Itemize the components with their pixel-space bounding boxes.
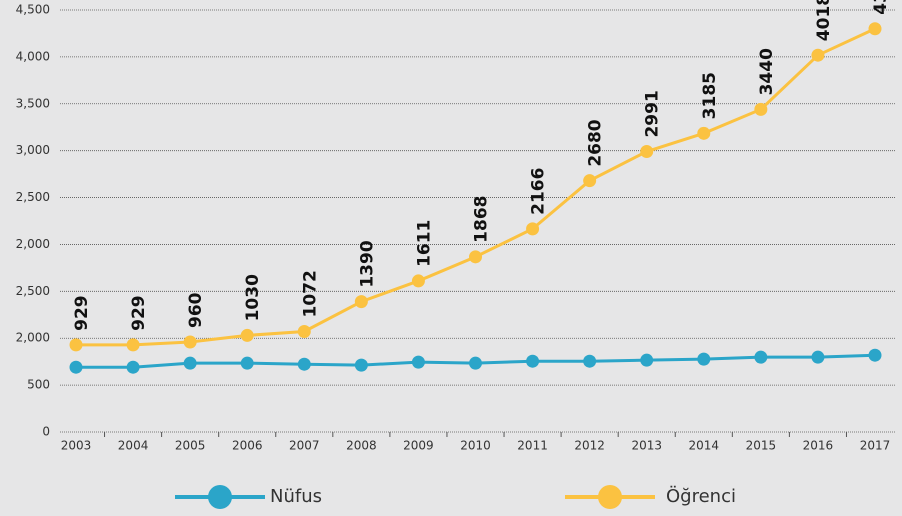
data-label: 1868 xyxy=(472,195,492,242)
data-label: 1030 xyxy=(243,274,263,321)
point xyxy=(811,350,825,364)
x-tick-label: 2010 xyxy=(460,439,491,453)
legend-marker xyxy=(208,485,232,509)
point xyxy=(411,274,425,288)
point xyxy=(183,356,197,370)
data-label: 960 xyxy=(186,292,206,328)
data-label: 2680 xyxy=(586,119,606,166)
data-label: 4018 xyxy=(814,0,834,41)
data-label: 929 xyxy=(129,295,149,331)
legend-label: Öğrenci xyxy=(666,485,736,507)
y-tick-label: 500 xyxy=(27,378,50,392)
y-tick-label: 2,500 xyxy=(16,190,50,204)
data-label: 2166 xyxy=(529,168,549,215)
x-tick-label: 2006 xyxy=(232,439,263,453)
point xyxy=(811,48,825,62)
point xyxy=(754,102,768,116)
data-label: 2991 xyxy=(643,90,663,137)
x-tick-label: 2015 xyxy=(746,439,777,453)
data-label: 1072 xyxy=(300,270,320,317)
y-tick-label: 3,000 xyxy=(16,143,50,157)
x-tick-label: 2003 xyxy=(61,439,92,453)
y-tick-label: 0 xyxy=(42,425,50,439)
point xyxy=(411,355,425,369)
data-label: 929 xyxy=(72,295,92,331)
point xyxy=(697,352,711,366)
data-label: 3440 xyxy=(757,48,777,95)
y-tick-label: 3,500 xyxy=(16,96,50,110)
x-tick-label: 2007 xyxy=(289,439,320,453)
legend-marker xyxy=(598,485,622,509)
point xyxy=(354,358,368,372)
point xyxy=(297,324,311,338)
point xyxy=(69,338,83,352)
x-tick-label: 2005 xyxy=(175,439,206,453)
point xyxy=(583,174,597,188)
y-tick-label: 2,500 xyxy=(16,284,50,298)
point xyxy=(240,328,254,342)
point xyxy=(126,360,140,374)
x-tick-label: 2012 xyxy=(574,439,605,453)
y-tick-label: 4,500 xyxy=(16,3,50,17)
point xyxy=(640,145,654,159)
point xyxy=(469,356,482,370)
data-label: 1611 xyxy=(414,220,434,267)
x-tick-label: 2004 xyxy=(118,439,149,453)
data-label: 1390 xyxy=(357,240,377,287)
x-tick-label: 2017 xyxy=(860,439,891,453)
y-tick-label: 2,000 xyxy=(16,331,50,345)
point xyxy=(240,356,254,370)
point xyxy=(354,295,368,309)
data-label: 3185 xyxy=(700,72,720,119)
point xyxy=(183,335,197,349)
point xyxy=(697,126,711,140)
point xyxy=(583,354,597,368)
x-tick-label: 2013 xyxy=(631,439,662,453)
x-tick-label: 2014 xyxy=(689,439,720,453)
point xyxy=(526,354,540,368)
point xyxy=(297,357,311,371)
point xyxy=(526,222,540,236)
y-tick-label: 2,000 xyxy=(16,237,50,251)
point xyxy=(469,250,482,264)
point xyxy=(69,360,83,374)
data-label: 4300 xyxy=(871,0,891,15)
point xyxy=(126,338,140,352)
x-tick-label: 2016 xyxy=(803,439,834,453)
point xyxy=(868,22,882,36)
point xyxy=(754,350,768,364)
point xyxy=(868,348,882,362)
y-tick-label: 4,000 xyxy=(16,49,50,63)
legend-label: Nüfus xyxy=(270,486,322,507)
x-tick-label: 2008 xyxy=(346,439,377,453)
x-tick-label: 2009 xyxy=(403,439,434,453)
x-tick-label: 2011 xyxy=(517,439,548,453)
point xyxy=(640,353,654,367)
